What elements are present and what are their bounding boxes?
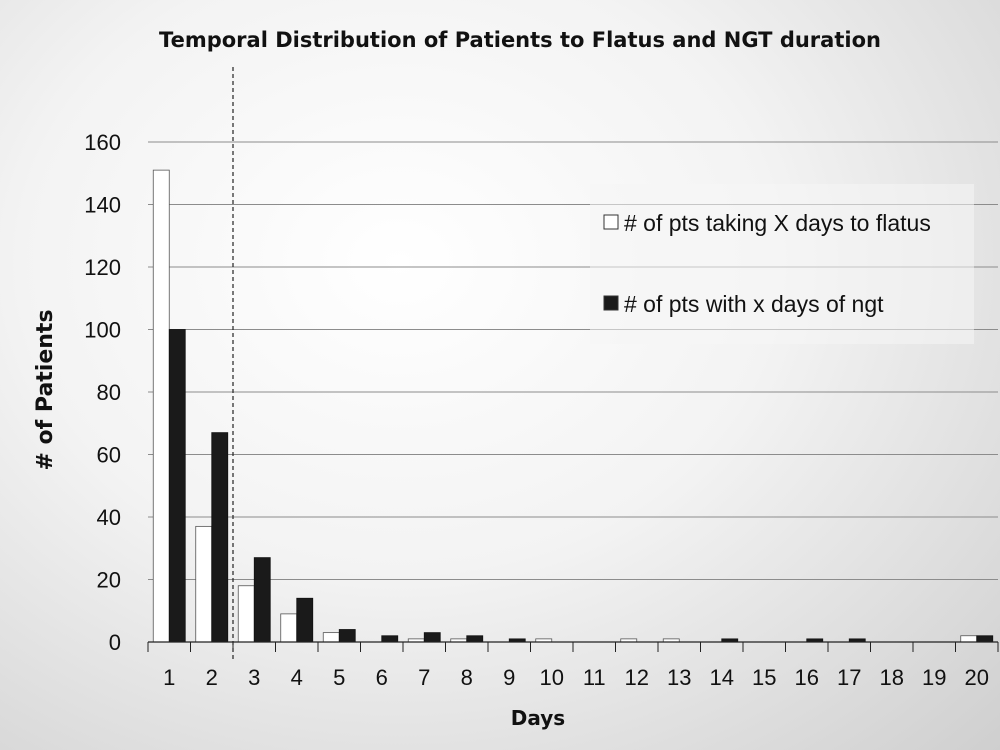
legend-box [590, 184, 974, 344]
bar-ngt [338, 629, 356, 643]
x-tick-label: 19 [922, 665, 946, 690]
x-tick-label: 5 [333, 665, 345, 690]
legend: # of pts taking X days to flatus # of pt… [590, 184, 974, 344]
x-tick-label: 12 [625, 665, 649, 690]
y-axis-label: # of Patients [33, 309, 58, 470]
x-tick-label: 4 [291, 665, 303, 690]
x-tick-label: 20 [965, 665, 989, 690]
x-tick-label: 8 [461, 665, 473, 690]
y-tick-labels: 0 20 40 60 80 100 120 140 160 [84, 130, 121, 655]
y-tick-label: 80 [97, 380, 121, 405]
y-tick-label: 100 [84, 318, 121, 343]
y-tick-label: 20 [97, 568, 121, 593]
x-tick-label: 15 [752, 665, 776, 690]
x-tick-label: 18 [880, 665, 904, 690]
y-tick-label: 120 [84, 255, 121, 280]
x-tick-label: 16 [795, 665, 819, 690]
gridlines [148, 141, 998, 580]
bar-ngt [423, 632, 441, 643]
chart-title: Temporal Distribution of Patients to Fla… [159, 28, 881, 52]
x-tick-label: 11 [583, 665, 606, 690]
y-tick-label: 0 [109, 630, 121, 655]
bar-ngt [253, 557, 271, 643]
x-tick-label: 2 [206, 665, 218, 690]
bar-ngt [976, 635, 994, 643]
y-tick-label: 60 [97, 443, 121, 468]
bar-flatus [280, 613, 298, 643]
x-tick-label: 14 [710, 665, 734, 690]
x-tick-label: 9 [503, 665, 515, 690]
axes [147, 641, 999, 652]
bar-ngt [296, 597, 314, 643]
y-tick-label: 140 [84, 193, 121, 218]
x-tick-labels: 1 2 3 4 5 6 7 8 9 10 11 12 13 14 15 16 17 18 19 20 [163, 665, 989, 690]
x-tick-label: 13 [667, 665, 691, 690]
x-tick-label: 7 [418, 665, 430, 690]
x-tick-label: 3 [248, 665, 260, 690]
bar-flatus [237, 585, 255, 643]
bar-ngt [168, 329, 186, 643]
x-tick-label: 1 [163, 665, 175, 690]
legend-swatch-ngt [603, 295, 619, 311]
x-axis-label: Days [511, 706, 565, 730]
bar-flatus [152, 169, 170, 643]
legend-label-flatus: # of pts taking X days to flatus [624, 210, 931, 236]
bar-flatus [960, 635, 978, 643]
bar-flatus [195, 525, 213, 643]
x-tick-label: 6 [376, 665, 388, 690]
bar-flatus [322, 632, 340, 643]
y-tick-label: 160 [84, 130, 121, 155]
y-tick-label: 40 [97, 505, 121, 530]
legend-label-ngt: # of pts with x days of ngt [624, 291, 884, 317]
x-tick-label: 10 [540, 665, 564, 690]
bar-ngt [381, 635, 399, 643]
bar-ngt [211, 432, 229, 643]
legend-swatch-flatus [603, 214, 619, 230]
bar-ngt [466, 635, 484, 643]
x-tick-label: 17 [837, 665, 861, 690]
